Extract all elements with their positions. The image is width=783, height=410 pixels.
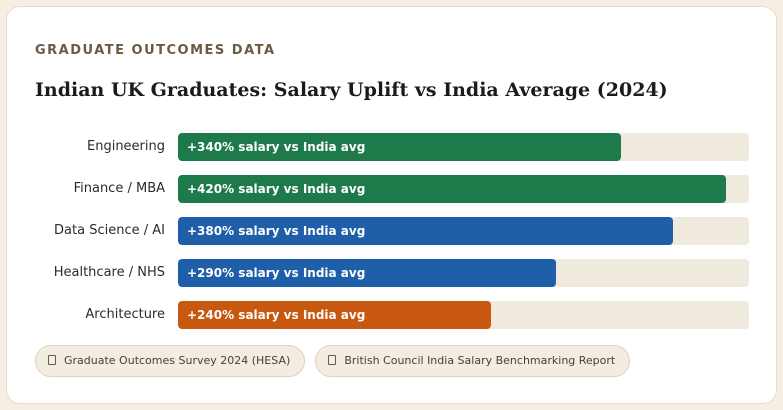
- category-label: Data Science / AI: [54, 223, 165, 238]
- bar-track: +290% salary vs India avg: [178, 259, 749, 287]
- source-label: Graduate Outcomes Survey 2024 (HESA): [64, 354, 291, 367]
- category-label: Healthcare / NHS: [53, 265, 165, 280]
- category-label: Engineering: [87, 139, 165, 154]
- bar-row: Healthcare / NHS +290% salary vs India av…: [7, 259, 778, 287]
- bar-value-label: +290% salary vs India avg: [187, 266, 366, 280]
- bar: [178, 175, 726, 203]
- document-icon: [48, 355, 56, 365]
- bar: [178, 259, 556, 287]
- sources-row: Graduate Outcomes Survey 2024 (HESA) Bri…: [35, 345, 635, 377]
- bar-row: Architecture +240% salary vs India avg: [7, 301, 778, 329]
- bar: [178, 301, 491, 329]
- bar-chart: Engineering +340% salary vs India avg Fina…: [7, 7, 778, 405]
- bar-row: Data Science / AI +380% salary vs India a…: [7, 217, 778, 245]
- bar: [178, 133, 621, 161]
- bar: [178, 217, 673, 245]
- bar-row: Finance / MBA +420% salary vs India avg: [7, 175, 778, 203]
- bar-value-label: +240% salary vs India avg: [187, 308, 366, 322]
- document-icon: [328, 355, 337, 365]
- source-pill[interactable]: Graduate Outcomes Survey 2024 (HESA): [35, 345, 306, 377]
- bar-value-label: +380% salary vs India avg: [187, 224, 366, 238]
- bar-track: +380% salary vs India avg: [178, 217, 749, 245]
- category-label: Architecture: [85, 307, 165, 322]
- chart-card: GRADUATE OUTCOMES DATA Indian UK Graduat…: [6, 6, 777, 404]
- bar-value-label: +420% salary vs India avg: [187, 182, 366, 196]
- bar-track: +420% salary vs India avg: [178, 175, 749, 203]
- bar-track: +340% salary vs India avg: [178, 133, 749, 161]
- bar-value-label: +340% salary vs India avg: [187, 140, 366, 154]
- section-eyebrow: GRADUATE OUTCOMES DATA: [35, 43, 276, 58]
- source-pill[interactable]: British Council India Salary Benchmarkin…: [315, 345, 631, 377]
- category-label: Finance / MBA: [73, 181, 165, 196]
- chart-title: Indian UK Graduates: Salary Uplift vs In…: [35, 79, 668, 101]
- source-label: British Council India Salary Benchmarkin…: [344, 354, 616, 367]
- bar-track: +240% salary vs India avg: [178, 301, 749, 329]
- bar-row: Engineering +340% salary vs India avg: [7, 133, 778, 161]
